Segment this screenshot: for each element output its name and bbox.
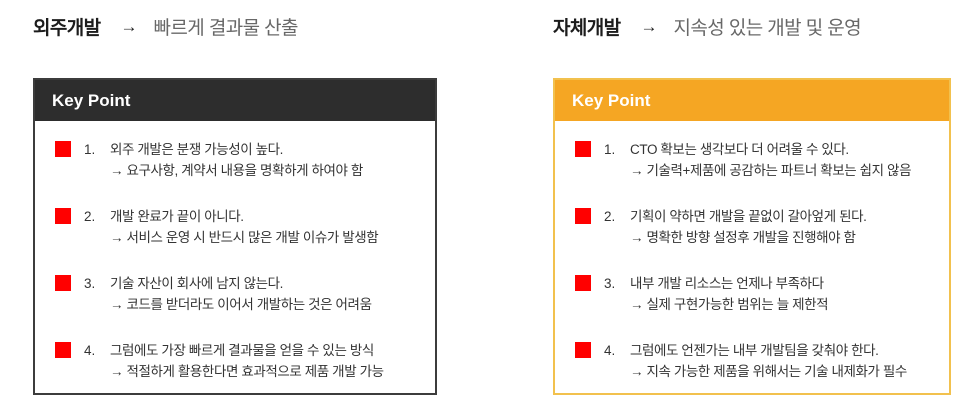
item-text: 그럼에도 가장 빠르게 결과물을 얻을 수 있는 방식 → 적절하게 활용한다면… bbox=[110, 340, 384, 382]
outsourced-key-point-header: Key Point bbox=[35, 80, 435, 121]
red-square-bullet-icon bbox=[55, 208, 71, 224]
red-square-bullet-icon bbox=[55, 275, 71, 291]
item-number: 3. bbox=[84, 276, 96, 291]
red-square-bullet-icon bbox=[55, 342, 71, 358]
item-title: 내부 개발 리소스는 언제나 부족하다 bbox=[630, 276, 824, 291]
inhouse-dev-subtitle: 지속성 있는 개발 및 운영 bbox=[673, 18, 862, 39]
outsourced-dev-title: 외주개발 bbox=[33, 18, 101, 39]
red-square-bullet-icon bbox=[575, 141, 591, 157]
item-note: → 실제 구현가능한 범위는 늘 제한적 bbox=[630, 297, 829, 312]
key-point-item: 2. 기획이 약하면 개발을 끝없이 갈아엎게 된다. → 명확한 방향 설정후… bbox=[575, 206, 941, 248]
red-square-bullet-icon bbox=[575, 275, 591, 291]
item-note: → 기술력+제품에 공감하는 파트너 확보는 쉽지 않음 bbox=[630, 163, 912, 178]
outsourced-dev-subtitle: 빠르게 결과물 산출 bbox=[153, 18, 299, 39]
item-title: CTO 확보는 생각보다 더 어려울 수 있다. bbox=[630, 142, 849, 157]
red-square-bullet-icon bbox=[575, 342, 591, 358]
item-title: 개발 완료가 끝이 아니다. bbox=[110, 209, 244, 224]
inhouse-dev-title: 자체개발 bbox=[553, 18, 621, 39]
outsourced-dev-column: 외주개발 → 빠르게 결과물 산출 Key Point 1. 외주 개발은 분쟁… bbox=[33, 0, 437, 409]
item-note: → 요구사항, 계약서 내용을 명확하게 하여야 함 bbox=[110, 163, 363, 178]
inhouse-key-point-body: 1. CTO 확보는 생각보다 더 어려울 수 있다. → 기술력+제품에 공감… bbox=[555, 121, 949, 382]
key-point-item: 4. 그럼에도 언젠가는 내부 개발팀을 갖춰야 한다. → 지속 가능한 제품… bbox=[575, 340, 941, 382]
inhouse-dev-column: 자체개발 → 지속성 있는 개발 및 운영 Key Point 1. CTO 확… bbox=[553, 0, 951, 409]
item-note: → 서비스 운영 시 반드시 많은 개발 이슈가 발생함 bbox=[110, 230, 379, 245]
item-number: 2. bbox=[84, 209, 96, 224]
key-point-item: 1. CTO 확보는 생각보다 더 어려울 수 있다. → 기술력+제품에 공감… bbox=[575, 139, 941, 181]
item-number: 1. bbox=[604, 142, 616, 157]
key-point-item: 3. 기술 자산이 회사에 남지 않는다. → 코드를 받더라도 이어서 개발하… bbox=[55, 273, 427, 315]
item-text: 외주 개발은 분쟁 가능성이 높다. → 요구사항, 계약서 내용을 명확하게 … bbox=[110, 139, 363, 181]
item-note: → 코드를 받더라도 이어서 개발하는 것은 어려움 bbox=[110, 297, 372, 312]
inhouse-dev-title-row: 자체개발 → 지속성 있는 개발 및 운영 bbox=[553, 13, 862, 40]
inhouse-key-point-panel: Key Point 1. CTO 확보는 생각보다 더 어려울 수 있다. → … bbox=[553, 78, 951, 395]
item-text: 기획이 약하면 개발을 끝없이 갈아엎게 된다. → 명확한 방향 설정후 개발… bbox=[630, 206, 867, 248]
outsourced-dev-title-row: 외주개발 → 빠르게 결과물 산출 bbox=[33, 13, 299, 40]
outsourced-key-point-body: 1. 외주 개발은 분쟁 가능성이 높다. → 요구사항, 계약서 내용을 명확… bbox=[35, 121, 435, 382]
item-number: 4. bbox=[84, 343, 96, 358]
red-square-bullet-icon bbox=[55, 141, 71, 157]
inhouse-key-point-header: Key Point bbox=[555, 80, 949, 121]
arrow-icon: → bbox=[640, 16, 658, 36]
item-text: 개발 완료가 끝이 아니다. → 서비스 운영 시 반드시 많은 개발 이슈가 … bbox=[110, 206, 379, 248]
item-text: 기술 자산이 회사에 남지 않는다. → 코드를 받더라도 이어서 개발하는 것… bbox=[110, 273, 372, 315]
item-title: 기획이 약하면 개발을 끝없이 갈아엎게 된다. bbox=[630, 209, 867, 224]
item-title: 그럼에도 언젠가는 내부 개발팀을 갖춰야 한다. bbox=[630, 343, 879, 358]
arrow-icon: → bbox=[120, 16, 138, 36]
item-note: → 명확한 방향 설정후 개발을 진행해야 함 bbox=[630, 230, 856, 245]
item-text: CTO 확보는 생각보다 더 어려울 수 있다. → 기술력+제품에 공감하는 … bbox=[630, 139, 911, 181]
item-text: 그럼에도 언젠가는 내부 개발팀을 갖춰야 한다. → 지속 가능한 제품을 위… bbox=[630, 340, 907, 382]
key-point-item: 4. 그럼에도 가장 빠르게 결과물을 얻을 수 있는 방식 → 적절하게 활용… bbox=[55, 340, 427, 382]
item-number: 4. bbox=[604, 343, 616, 358]
item-title: 그럼에도 가장 빠르게 결과물을 얻을 수 있는 방식 bbox=[110, 343, 374, 358]
item-title: 외주 개발은 분쟁 가능성이 높다. bbox=[110, 142, 284, 157]
item-number: 1. bbox=[84, 142, 96, 157]
item-text: 내부 개발 리소스는 언제나 부족하다 → 실제 구현가능한 범위는 늘 제한적 bbox=[630, 273, 829, 315]
item-number: 3. bbox=[604, 276, 616, 291]
key-point-item: 3. 내부 개발 리소스는 언제나 부족하다 → 실제 구현가능한 범위는 늘 … bbox=[575, 273, 941, 315]
outsourced-key-point-panel: Key Point 1. 외주 개발은 분쟁 가능성이 높다. → 요구사항, … bbox=[33, 78, 437, 395]
key-point-item: 1. 외주 개발은 분쟁 가능성이 높다. → 요구사항, 계약서 내용을 명확… bbox=[55, 139, 427, 181]
item-note: → 지속 가능한 제품을 위해서는 기술 내제화가 필수 bbox=[630, 364, 907, 379]
item-title: 기술 자산이 회사에 남지 않는다. bbox=[110, 276, 284, 291]
key-point-item: 2. 개발 완료가 끝이 아니다. → 서비스 운영 시 반드시 많은 개발 이… bbox=[55, 206, 427, 248]
item-note: → 적절하게 활용한다면 효과적으로 제품 개발 가능 bbox=[110, 364, 384, 379]
red-square-bullet-icon bbox=[575, 208, 591, 224]
item-number: 2. bbox=[604, 209, 616, 224]
